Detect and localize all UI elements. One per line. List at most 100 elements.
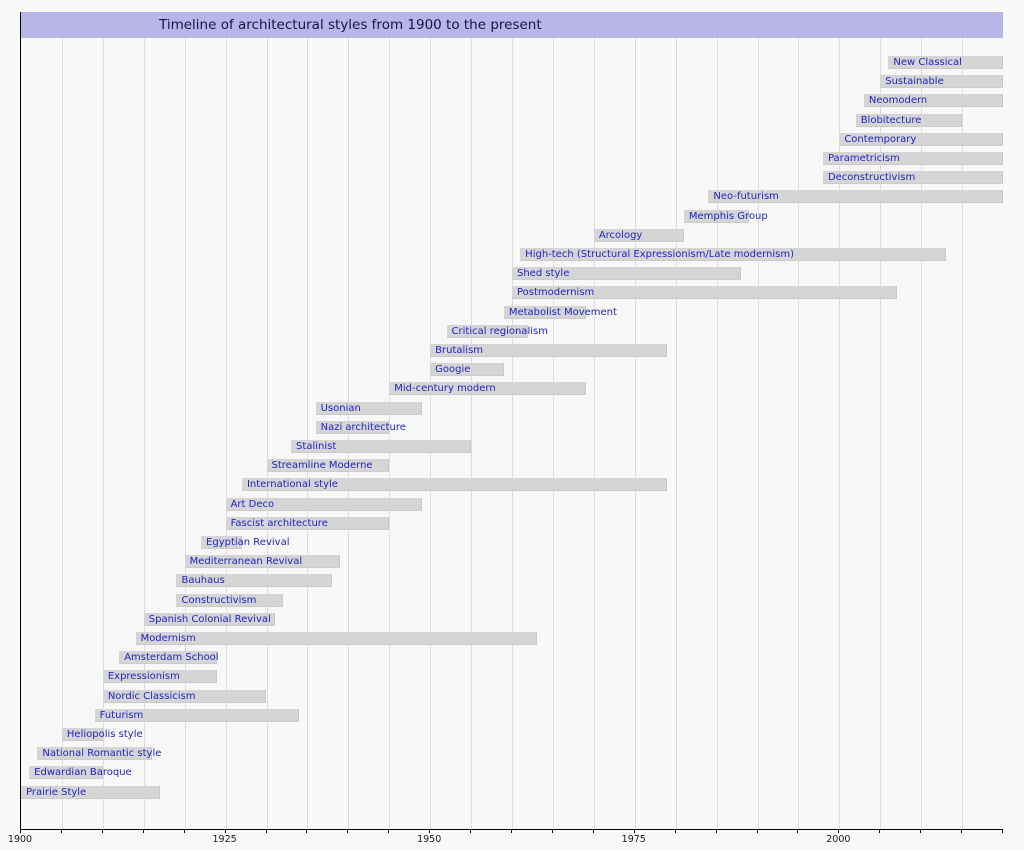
style-label: Nazi architecture [320, 421, 406, 433]
axis-tick [265, 829, 267, 833]
style-label: Heliopolis style [66, 729, 143, 740]
style-label: Nordic Classicism [107, 690, 196, 702]
style-label: Parametricism [827, 153, 900, 164]
style-label: Spanish Colonial Revival [148, 613, 271, 625]
timeline-bar [315, 420, 390, 434]
timeline-bar [21, 785, 161, 799]
timeline-bar [315, 401, 422, 415]
gridline [552, 38, 554, 829]
style-label: Usonian [320, 402, 361, 414]
timeline-bar [880, 75, 1003, 89]
plot-area: New Classical Sustainable Neomodern Blobite… [21, 38, 1003, 829]
timeline-bar [225, 516, 390, 530]
style-label: Mediterranean Revival [189, 556, 303, 568]
style-label: Stalinist [296, 441, 337, 452]
style-label: Postmodernism [517, 287, 595, 299]
timeline-bar [94, 708, 300, 722]
axis-tick [797, 829, 799, 833]
axis-tick-label: 1975 [621, 834, 646, 845]
style-label: Edwardian Baroque [34, 767, 132, 779]
style-label: Egyptian Revival [206, 537, 290, 548]
gridline [61, 38, 63, 829]
timeline-bar [888, 56, 1003, 69]
timeline-bar [37, 747, 152, 761]
axis-tick [101, 829, 103, 833]
gridline [266, 38, 268, 829]
gridline [921, 38, 923, 829]
timeline-bar [446, 324, 529, 338]
timeline-bar [102, 670, 218, 684]
timeline-bar [102, 689, 267, 703]
timeline-bar [855, 113, 963, 127]
timeline-bar [225, 497, 422, 511]
gridline [757, 38, 759, 829]
style-label: New Classical [893, 57, 962, 68]
axis-tick [879, 829, 881, 833]
timeline-bar [683, 209, 750, 223]
timeline-bar [593, 228, 684, 242]
style-label: Prairie Style [26, 786, 87, 798]
gridline [839, 38, 841, 829]
axis-tick [142, 829, 144, 833]
style-label: Critical regionalism [451, 325, 548, 337]
axis-tick [920, 829, 922, 833]
style-label: Fascist architecture [230, 517, 328, 529]
timeline-bar [29, 766, 103, 780]
axis-tick [961, 829, 963, 833]
timeline-bar [503, 305, 586, 319]
style-label: Streamline Moderne [271, 460, 373, 472]
timeline-bar [135, 632, 537, 645]
style-label: Arcology [598, 229, 643, 241]
gridline [716, 38, 718, 829]
style-label: High-tech (Structural Expressionism/Late… [525, 249, 795, 260]
style-label: Expressionism [107, 671, 180, 683]
axis-tick [470, 829, 472, 833]
axis-tick [756, 829, 758, 833]
timeline-bar [839, 132, 1003, 146]
style-label: Constructivism [181, 594, 257, 606]
gridline [634, 38, 636, 829]
axis-tick-label: 1925 [212, 834, 237, 845]
timeline-bar [61, 728, 103, 741]
style-label: Shed style [517, 268, 570, 280]
style-label: Blobitecture [860, 114, 922, 126]
timeline-bar [430, 363, 504, 377]
gridline [307, 38, 309, 829]
timeline-bar [822, 171, 1003, 185]
axis-tick [511, 829, 512, 833]
chart-title-bar: Timeline of architectural styles from 19… [21, 12, 1003, 38]
gridline [184, 38, 186, 829]
chart-frame: Timeline of architectural styles from 19… [20, 12, 1003, 830]
timeline-bar [143, 612, 275, 626]
style-label: Memphis Group [688, 210, 768, 222]
timeline-bar [512, 286, 897, 300]
axis-tick [347, 829, 349, 833]
gridline [512, 38, 513, 829]
axis-tick [306, 829, 308, 833]
timeline-bar [863, 94, 1003, 108]
gridline [880, 38, 882, 829]
axis-tick [715, 829, 717, 833]
style-label: Deconstructivism [827, 172, 916, 184]
style-label: Brutalism [435, 345, 484, 356]
style-label: Mid-century modern [394, 383, 496, 395]
style-label: Bauhaus [181, 575, 225, 587]
axis-tick [183, 829, 185, 833]
timeline-bar [266, 459, 390, 473]
gridline [593, 38, 595, 829]
axis-tick [20, 829, 21, 833]
timeline-bar [201, 536, 242, 549]
gridline [225, 38, 227, 829]
axis-tick [592, 829, 594, 833]
gridline [675, 38, 677, 829]
gridline [471, 38, 473, 829]
timeline-bar [430, 344, 668, 357]
gridline [102, 38, 104, 829]
style-label: Googie [435, 364, 471, 376]
axis-tick-label: 1950 [417, 834, 442, 845]
timeline-bar [389, 382, 586, 396]
style-label: International style [246, 479, 338, 491]
timeline-bar [184, 555, 341, 569]
style-label: Sustainable [885, 76, 944, 88]
axis-tick [60, 829, 62, 833]
